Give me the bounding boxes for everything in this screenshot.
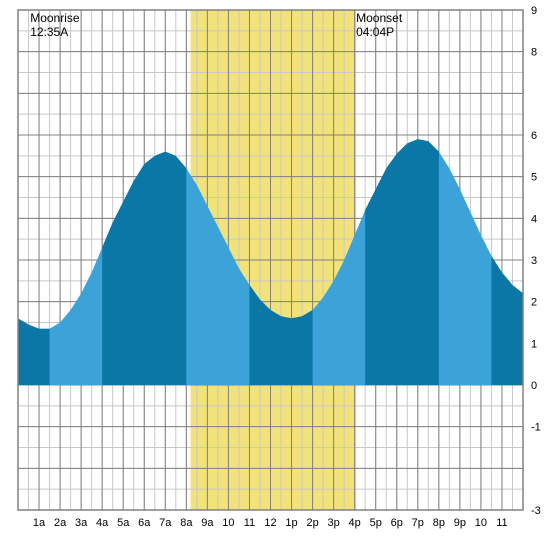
x-tick-label: 2p bbox=[306, 517, 318, 529]
y-tick-label: 2 bbox=[531, 297, 537, 309]
x-tick-label: 7a bbox=[159, 517, 172, 529]
x-tick-label: 1a bbox=[33, 517, 46, 529]
x-tick-label: 11 bbox=[244, 517, 255, 529]
moonset-time: 04:04P bbox=[356, 25, 394, 39]
x-tick-label: 6a bbox=[138, 517, 151, 529]
y-tick-label: -1 bbox=[531, 422, 541, 434]
y-tick-label: 1 bbox=[531, 338, 537, 350]
x-tick-label: 3p bbox=[328, 517, 340, 529]
chart-svg: -3-10123456891a2a3a4a5a6a7a8a9a1011121p2… bbox=[0, 0, 550, 550]
y-tick-label: -3 bbox=[531, 505, 541, 517]
x-tick-label: 12 bbox=[264, 517, 276, 529]
x-tick-label: 10 bbox=[222, 517, 234, 529]
y-tick-label: 8 bbox=[531, 47, 537, 59]
y-tick-label: 6 bbox=[531, 130, 537, 142]
x-tick-label: 1p bbox=[285, 517, 297, 529]
x-tick-label: 7p bbox=[412, 517, 424, 529]
x-tick-label: 9a bbox=[201, 517, 214, 529]
x-tick-label: 6p bbox=[391, 517, 403, 529]
y-tick-label: 4 bbox=[531, 213, 537, 225]
x-tick-label: 4a bbox=[96, 517, 109, 529]
y-tick-label: 9 bbox=[531, 5, 537, 17]
x-tick-label: 9p bbox=[454, 517, 466, 529]
x-tick-label: 4p bbox=[349, 517, 361, 529]
tide-chart: -3-10123456891a2a3a4a5a6a7a8a9a1011121p2… bbox=[0, 0, 550, 550]
x-tick-label: 10 bbox=[475, 517, 487, 529]
y-tick-label: 3 bbox=[531, 255, 537, 267]
x-tick-label: 2a bbox=[54, 517, 67, 529]
x-tick-label: 8a bbox=[180, 517, 193, 529]
moonrise-title: Moonrise bbox=[30, 11, 80, 25]
moonset-title: Moonset bbox=[356, 11, 403, 25]
y-tick-label: 5 bbox=[531, 172, 537, 184]
moonrise-time: 12:35A bbox=[30, 25, 68, 39]
x-tick-label: 11 bbox=[496, 517, 507, 529]
y-tick-label: 0 bbox=[531, 380, 537, 392]
x-tick-label: 8p bbox=[433, 517, 445, 529]
x-tick-label: 5p bbox=[370, 517, 382, 529]
x-tick-label: 3a bbox=[75, 517, 88, 529]
x-tick-label: 5a bbox=[117, 517, 130, 529]
